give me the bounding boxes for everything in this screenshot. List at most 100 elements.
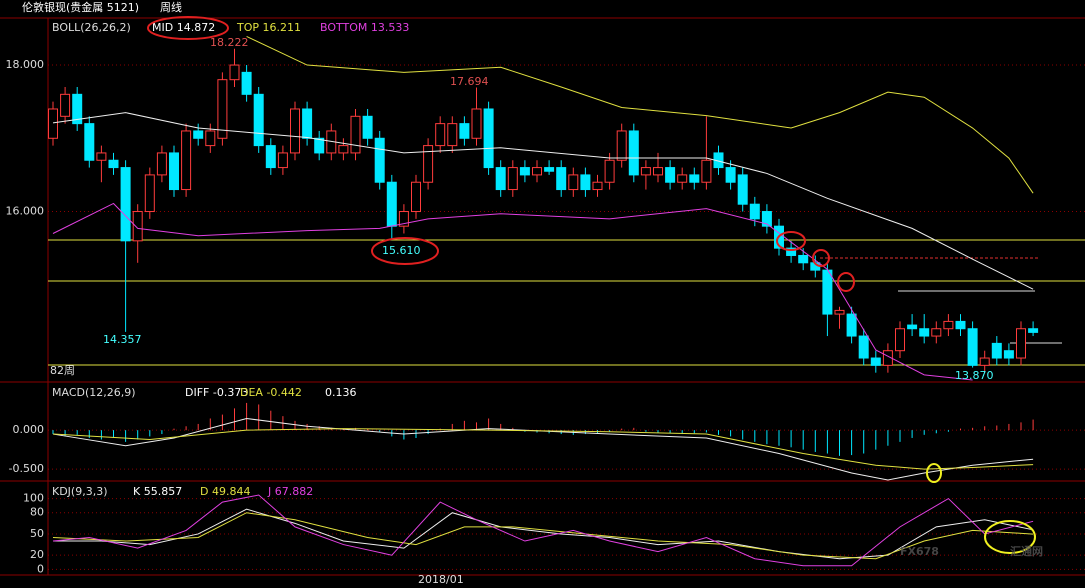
watermark: 汇通网 bbox=[1010, 545, 1043, 558]
indicator-line bbox=[52, 202, 973, 381]
candle-body bbox=[665, 167, 676, 183]
candle-body bbox=[229, 64, 240, 81]
x-axis-label: 2018/01 bbox=[418, 573, 464, 586]
candle-body bbox=[205, 130, 216, 147]
candle-body bbox=[253, 93, 264, 147]
macd-diff: DIFF -0.373 bbox=[185, 386, 248, 399]
watermark: FX678 bbox=[900, 545, 939, 558]
candle-body bbox=[1016, 328, 1026, 359]
candle-body bbox=[241, 71, 252, 95]
period-selector[interactable]: 周线 bbox=[160, 0, 182, 14]
candle-body bbox=[749, 203, 760, 220]
candle-body bbox=[991, 342, 1002, 359]
candle-body bbox=[374, 137, 385, 183]
candle-body bbox=[120, 167, 131, 242]
y-tick-label: 50 bbox=[30, 527, 44, 540]
candle-body bbox=[834, 309, 845, 315]
boll-mid: MID 14.872 bbox=[152, 21, 215, 34]
indicator-label: BOLL(26,26,2) bbox=[52, 21, 131, 34]
candle-body bbox=[653, 167, 663, 176]
y-tick-label: -0.500 bbox=[9, 462, 44, 475]
candle-body bbox=[544, 167, 555, 172]
price-annotation: 15.610 bbox=[382, 244, 421, 257]
candle-body bbox=[411, 181, 421, 213]
y-tick-label: 20 bbox=[30, 548, 44, 561]
candle-body bbox=[955, 320, 966, 330]
candle-body bbox=[48, 108, 58, 139]
candle-body bbox=[84, 123, 95, 161]
level-lines bbox=[48, 239, 1085, 366]
candle-body bbox=[302, 108, 313, 139]
candle-body bbox=[919, 328, 930, 337]
highlight-circle bbox=[776, 231, 806, 251]
candle-body bbox=[132, 211, 143, 242]
candle-body bbox=[169, 152, 179, 191]
candle-body bbox=[979, 357, 990, 366]
indicator-line bbox=[52, 494, 1034, 567]
candle-body bbox=[701, 159, 712, 183]
candle-body bbox=[96, 152, 107, 161]
candle-body bbox=[628, 130, 639, 176]
candle-body bbox=[640, 167, 651, 176]
kdj-d: D 49.844 bbox=[200, 485, 250, 498]
macd-value: 0.136 bbox=[325, 386, 357, 399]
indicator-line bbox=[52, 417, 1034, 481]
candle-body bbox=[265, 145, 276, 169]
candle-body bbox=[495, 167, 506, 191]
kdj-j: J 67.882 bbox=[267, 485, 313, 498]
candle-body bbox=[398, 211, 409, 227]
indicator-line bbox=[52, 112, 1034, 290]
candle-body bbox=[761, 211, 772, 227]
candle-body bbox=[677, 174, 688, 183]
candle-body bbox=[519, 167, 530, 176]
candle-body bbox=[435, 123, 446, 147]
candle-body bbox=[471, 108, 482, 139]
indicator-line bbox=[52, 512, 1034, 560]
highlight-circle bbox=[926, 463, 942, 483]
candle-body bbox=[72, 93, 83, 125]
candle-body bbox=[338, 145, 349, 154]
candle-body bbox=[423, 145, 434, 183]
candle-body bbox=[181, 130, 192, 191]
highlight-circle bbox=[984, 520, 1036, 554]
price-annotation: 14.357 bbox=[103, 333, 142, 346]
candle-body bbox=[483, 108, 494, 169]
candle-body bbox=[290, 108, 300, 154]
highlight-circle bbox=[147, 16, 229, 40]
candle-body bbox=[689, 174, 700, 183]
candle-body bbox=[798, 254, 809, 264]
candle-body bbox=[507, 167, 518, 191]
instrument-title[interactable]: 伦敦银现(贵金属 5121) bbox=[22, 0, 139, 14]
candle-body bbox=[604, 159, 615, 183]
macd-dea: DEA -0.442 bbox=[240, 386, 302, 399]
y-tick-label: 16.000 bbox=[6, 205, 45, 218]
candle-body bbox=[556, 167, 567, 191]
candle-body bbox=[108, 159, 119, 169]
candle-body bbox=[895, 328, 905, 352]
indicator-label: KDJ(9,3,3) bbox=[52, 485, 108, 498]
kdj-k: K 55.857 bbox=[133, 485, 182, 498]
highlight-circle bbox=[837, 272, 855, 292]
boll-top: TOP 16.211 bbox=[236, 21, 301, 34]
candle-body bbox=[786, 247, 797, 256]
candle-body bbox=[858, 335, 869, 359]
indicator-line bbox=[246, 36, 1034, 194]
y-tick-label: 0 bbox=[37, 562, 44, 575]
candle-body bbox=[931, 328, 942, 337]
indicator-line bbox=[52, 428, 1034, 470]
candle-body bbox=[1028, 328, 1039, 333]
candle-body bbox=[386, 181, 397, 227]
y-tick-label: 18.000 bbox=[6, 58, 45, 71]
candle-body bbox=[580, 174, 591, 191]
candle-body bbox=[277, 152, 288, 169]
indicator-label: MACD(12,26,9) bbox=[52, 386, 136, 399]
y-tick-label: 80 bbox=[30, 506, 44, 519]
candle-body bbox=[943, 320, 954, 330]
candle-body bbox=[725, 167, 736, 183]
candle-body bbox=[217, 79, 228, 139]
candle-body bbox=[447, 123, 458, 147]
candle-body bbox=[362, 115, 373, 139]
highlight-circle bbox=[812, 249, 830, 267]
candle-body bbox=[907, 324, 918, 330]
